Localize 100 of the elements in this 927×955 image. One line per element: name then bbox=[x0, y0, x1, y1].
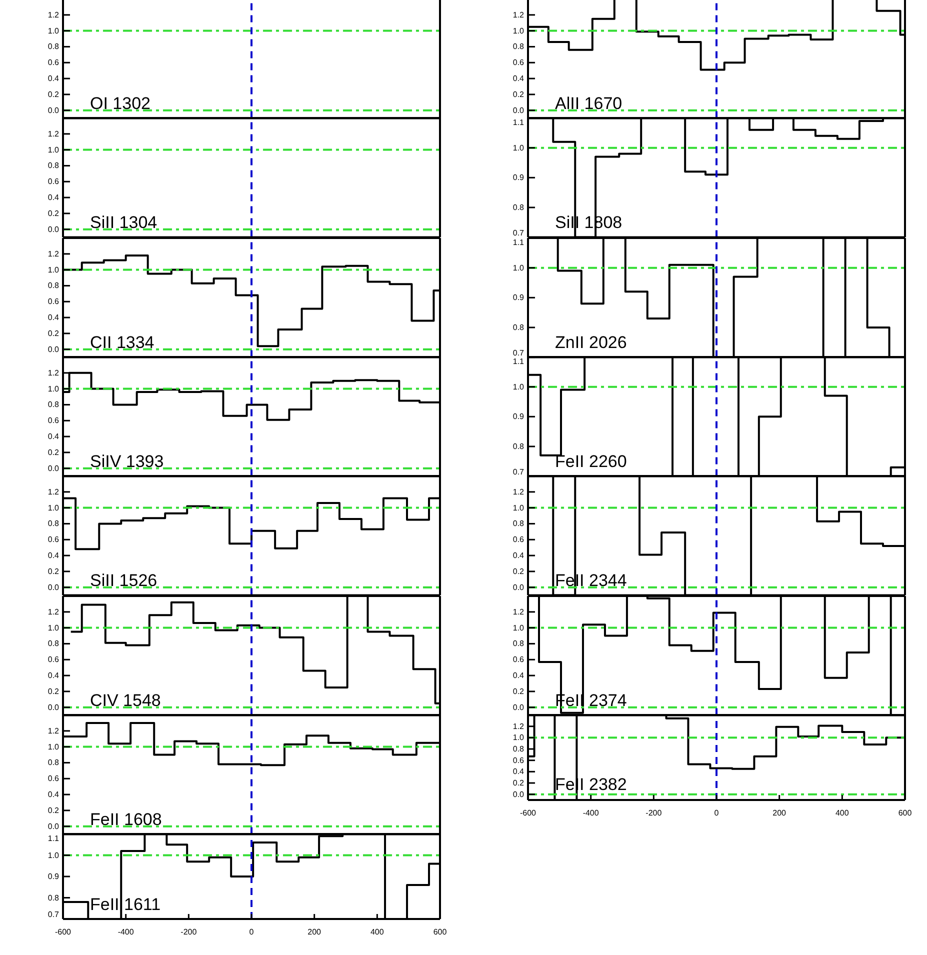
y-tick-label: 1.0 bbox=[48, 850, 60, 860]
x-tick-label: 600 bbox=[433, 928, 448, 937]
y-tick-label: 0.2 bbox=[48, 448, 60, 457]
y-tick-label: 0.8 bbox=[512, 42, 525, 52]
y-tick-label: 1.2 bbox=[512, 488, 525, 497]
y-tick-label: 0.8 bbox=[48, 400, 60, 410]
y-tick-label: 0.8 bbox=[512, 638, 525, 648]
y-tick-label: 1.0 bbox=[512, 732, 525, 742]
y-tick-label: 1.0 bbox=[512, 26, 525, 36]
y-tick-label: 0.2 bbox=[48, 567, 60, 576]
y-tick-label: 1.0 bbox=[48, 504, 60, 512]
y-tick-label: 0.2 bbox=[512, 90, 525, 99]
y-tick-label: 0.9 bbox=[512, 412, 525, 422]
y-tick-label: 0.7 bbox=[48, 910, 60, 920]
y-tick-label: 0.2 bbox=[48, 328, 60, 338]
annotation: SiIV 1393 bbox=[90, 452, 164, 471]
y-tick-label: 1.2 bbox=[48, 606, 60, 616]
y-tick-label: 1.0 bbox=[512, 382, 525, 392]
y-tick-label: 0.4 bbox=[48, 790, 60, 799]
y-tick-label: 1.1 bbox=[512, 356, 525, 366]
y-tick-label: 0.4 bbox=[48, 432, 60, 441]
x-tick-label: 600 bbox=[898, 808, 912, 818]
y-tick-label: 0.4 bbox=[512, 551, 525, 560]
y-tick-label: 0.6 bbox=[48, 177, 60, 186]
annotation: SiII 1526 bbox=[90, 571, 158, 590]
y-tick-label: 0.9 bbox=[512, 173, 525, 182]
y-tick-label: 1.2 bbox=[48, 726, 60, 736]
y-tick-label: 1.0 bbox=[512, 262, 525, 272]
y-tick-label: 0.0 bbox=[512, 790, 525, 799]
x-tick-label: 400 bbox=[835, 808, 850, 818]
y-tick-label: 0.4 bbox=[512, 670, 525, 680]
y-tick-label: 0.8 bbox=[48, 280, 60, 290]
y-tick-label: 0.8 bbox=[512, 203, 525, 212]
x-tick-label: 0 bbox=[714, 808, 720, 818]
y-tick-label: 0.6 bbox=[48, 296, 60, 306]
y-tick-label: 0.0 bbox=[512, 583, 525, 592]
x-tick-label: -400 bbox=[118, 928, 134, 937]
y-tick-label: 1.2 bbox=[48, 10, 60, 20]
annotation: CIV 1548 bbox=[90, 690, 161, 710]
x-tick-label: 200 bbox=[308, 928, 322, 937]
y-tick-label: 1.0 bbox=[48, 384, 60, 394]
y-tick-label: 0.0 bbox=[48, 344, 60, 354]
y-tick-label: 0.7 bbox=[512, 228, 525, 238]
y-tick-label: 0.9 bbox=[48, 872, 60, 882]
y-tick-label: 0.2 bbox=[512, 567, 525, 576]
x-tick-label: -400 bbox=[582, 808, 600, 818]
annotation: FeII 1608 bbox=[90, 810, 162, 829]
y-tick-label: 1.2 bbox=[48, 488, 60, 497]
x-tick-label: -600 bbox=[54, 928, 72, 937]
y-tick-label: 0.8 bbox=[512, 519, 525, 528]
annotation: CII 1334 bbox=[90, 332, 154, 352]
y-tick-label: 1.2 bbox=[48, 368, 60, 378]
y-tick-label: 0.0 bbox=[48, 822, 60, 831]
y-tick-label: 1.0 bbox=[512, 144, 525, 153]
y-tick-label: 1.0 bbox=[48, 742, 60, 752]
y-tick-label: 0.8 bbox=[48, 519, 60, 528]
y-tick-label: 0.8 bbox=[48, 638, 60, 648]
y-tick-label: 1.0 bbox=[48, 622, 60, 632]
y-tick-label: 0.7 bbox=[512, 348, 525, 357]
x-tick-label: 0 bbox=[249, 928, 254, 937]
y-tick-label: 1.1 bbox=[512, 118, 525, 128]
y-tick-label: 0.6 bbox=[48, 774, 60, 783]
y-tick-label: 1.1 bbox=[512, 238, 525, 247]
y-tick-label: 1.1 bbox=[48, 834, 60, 844]
y-tick-label: 0.9 bbox=[512, 292, 525, 302]
y-tick-label: 0.8 bbox=[48, 893, 60, 902]
y-tick-label: 0.6 bbox=[512, 654, 525, 664]
y-tick-label: 0.8 bbox=[48, 162, 60, 171]
y-tick-label: 0.6 bbox=[48, 416, 60, 426]
y-tick-label: 0.0 bbox=[48, 464, 60, 473]
y-tick-label: 0.4 bbox=[512, 74, 525, 84]
annotation: AlII 1670 bbox=[555, 94, 622, 113]
y-tick-label: 1.2 bbox=[48, 249, 60, 258]
y-tick-label: 0.4 bbox=[48, 551, 60, 560]
x-tick-label: 400 bbox=[370, 928, 384, 937]
y-tick-label: 1.2 bbox=[48, 130, 60, 139]
x-tick-label: -200 bbox=[180, 928, 198, 937]
y-tick-label: 0.0 bbox=[48, 225, 60, 234]
y-tick-label: 0.4 bbox=[512, 766, 525, 776]
annotation: ZnII 2026 bbox=[555, 332, 627, 352]
y-tick-label: 1.2 bbox=[512, 606, 525, 616]
y-tick-label: 0.0 bbox=[48, 583, 60, 592]
y-tick-label: 1.0 bbox=[48, 264, 60, 274]
y-tick-label: 1.2 bbox=[512, 722, 525, 731]
annotation: SiII 1304 bbox=[90, 213, 158, 232]
y-tick-label: 0.6 bbox=[512, 58, 525, 68]
y-tick-label: 0.4 bbox=[48, 670, 60, 680]
y-tick-label: 0.0 bbox=[512, 106, 525, 115]
y-tick-label: 1.0 bbox=[512, 622, 525, 632]
y-tick-label: 0.8 bbox=[48, 758, 60, 768]
y-tick-label: 1.2 bbox=[512, 10, 525, 20]
x-tick-label: -600 bbox=[520, 808, 537, 818]
y-tick-label: 0.2 bbox=[48, 686, 60, 696]
y-tick-label: 0.4 bbox=[48, 312, 60, 322]
annotation: FeII 1611 bbox=[90, 894, 161, 914]
y-tick-label: 1.0 bbox=[48, 146, 60, 155]
y-tick-label: 0.8 bbox=[512, 744, 525, 754]
y-tick-label: 0.2 bbox=[48, 806, 60, 815]
y-tick-label: 0.2 bbox=[512, 778, 525, 788]
y-tick-label: 0.6 bbox=[48, 654, 60, 664]
